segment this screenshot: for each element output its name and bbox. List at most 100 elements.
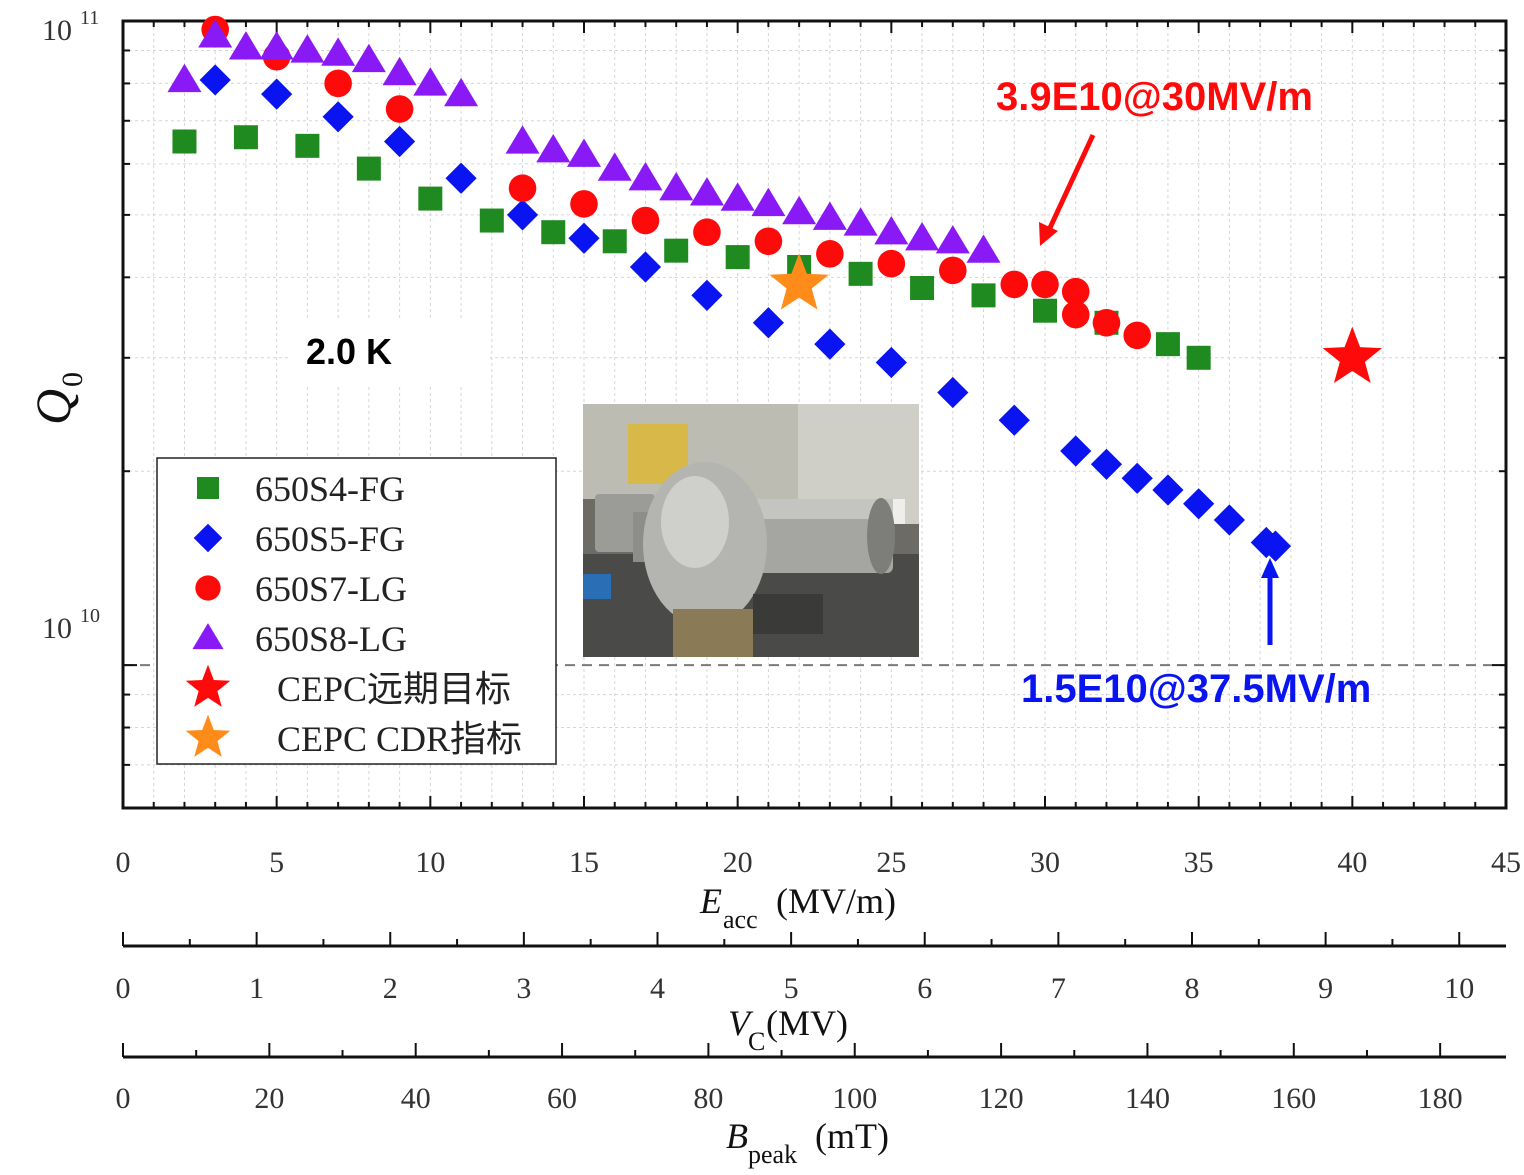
x-tick-label-eacc: 45 [1491, 846, 1521, 879]
legend-label: CEPC CDR指标 [277, 719, 522, 759]
data-point [689, 177, 724, 206]
data-point [874, 216, 909, 245]
x-tick-label-vc: 10 [1444, 972, 1474, 1005]
data-point [971, 283, 996, 308]
data-point [1092, 308, 1121, 337]
data-point [506, 199, 539, 231]
data-point [167, 63, 202, 93]
data-point [413, 67, 448, 96]
x-tick-label-vc: 2 [383, 972, 398, 1005]
temperature-label: 2.0 K [306, 331, 392, 372]
x-tick-label-eacc: 35 [1184, 846, 1214, 879]
x-axes: 0 5 10 15 20 25 30 35 40 450 1 2 3 4 5 6 7 8 9 100 20 40 60 80 1… [116, 846, 1522, 1115]
data-point [199, 64, 231, 96]
legend-marker [195, 575, 221, 601]
x-tick-label-bpeak: 120 [979, 1082, 1024, 1115]
data-point [597, 152, 632, 181]
data-point [1033, 298, 1057, 323]
data-point [1090, 448, 1123, 480]
data-point [935, 225, 970, 254]
data-point [629, 251, 662, 283]
x-tick-label-eacc: 15 [569, 846, 599, 879]
data-point [1213, 504, 1245, 536]
data-point [568, 222, 600, 254]
data-point [259, 31, 294, 60]
data-point [937, 376, 969, 409]
data-point [1060, 435, 1092, 467]
x-tick-label-bpeak: 100 [832, 1082, 877, 1115]
x-axis-title-bpeak-sub: peak [748, 1140, 797, 1169]
y-tick-exp-1e11: 11 [80, 7, 99, 29]
data-point [843, 207, 878, 236]
data-point [228, 31, 263, 60]
legend-marker [192, 623, 224, 650]
x-tick-label-vc: 3 [516, 972, 531, 1005]
data-point [693, 218, 721, 247]
legend: 650S4-FG 650S5-FG 650S7-LG 650S8-LG CEPC远期目标… [156, 457, 557, 765]
data-point [725, 245, 750, 270]
x-tick-label-eacc: 40 [1337, 846, 1367, 879]
grid-lines [123, 21, 1506, 808]
x-tick-label-bpeak: 80 [693, 1082, 723, 1115]
data-point [816, 240, 844, 268]
legend-label: CEPC远期目标 [277, 669, 511, 709]
annotation-s7-arrow-head [1039, 222, 1058, 246]
data-point [541, 220, 566, 245]
x-axis-title-eacc-sub: acc [723, 905, 758, 934]
data-point [1061, 277, 1090, 306]
x-axis-title-bpeak-main: B [726, 1116, 748, 1156]
data-point [356, 156, 381, 181]
data-point [321, 37, 356, 66]
data-point [664, 238, 689, 263]
y-tick-label-1e10: 10 10 [42, 605, 100, 645]
data-point [877, 249, 906, 278]
data-point [172, 129, 197, 154]
x-tick-label-bpeak: 40 [401, 1082, 431, 1115]
series-650s5-fg [199, 64, 1292, 562]
x-tick-label-bpeak: 0 [116, 1082, 131, 1115]
data-point [966, 234, 1001, 263]
x-tick-label-bpeak: 140 [1125, 1082, 1170, 1115]
data-point [479, 208, 504, 233]
data-point [198, 19, 233, 48]
data-point [324, 69, 352, 98]
series-650s7-lg [201, 15, 1151, 350]
x-axis-title-eacc-unit: (MV/m) [776, 881, 896, 921]
x-tick-label-vc: 4 [650, 972, 665, 1005]
x-tick-label-eacc: 5 [269, 846, 284, 879]
data-point [385, 95, 414, 123]
y-tick-exp-1e10: 10 [80, 605, 100, 627]
x-tick-label-eacc: 0 [116, 846, 131, 879]
data-point [812, 201, 847, 230]
data-point [720, 182, 755, 211]
data-point [1183, 488, 1215, 520]
data-point [848, 261, 873, 286]
x-axis-title-vc-main: V [728, 1003, 754, 1043]
data-point [322, 101, 354, 133]
x-axis-title-eacc-main: E [699, 881, 722, 921]
data-point [602, 229, 627, 254]
x-tick-label-vc: 6 [917, 972, 932, 1005]
data-point [1152, 474, 1184, 506]
x-tick-label-vc: 9 [1318, 972, 1333, 1005]
data-point [691, 279, 723, 311]
data-point [905, 222, 940, 251]
data-point [769, 253, 829, 310]
data-point [998, 404, 1030, 436]
data-point [1259, 530, 1292, 562]
annotation-s5-result: 1.5E10@37.5MV/m [1021, 667, 1371, 711]
data-point [1031, 270, 1059, 299]
y-axis-title: Q 0 [25, 372, 89, 425]
legend-marker [197, 477, 219, 499]
data-point [910, 276, 935, 301]
data-point [536, 134, 571, 163]
data-point [1121, 462, 1153, 494]
data-point [939, 256, 967, 285]
data-point [751, 187, 786, 217]
data-point [1322, 326, 1382, 383]
x-tick-label-eacc: 30 [1030, 846, 1060, 879]
data-point [631, 206, 660, 235]
data-point [382, 56, 417, 86]
data-point [875, 346, 907, 379]
temperature-label-bg [290, 318, 490, 384]
